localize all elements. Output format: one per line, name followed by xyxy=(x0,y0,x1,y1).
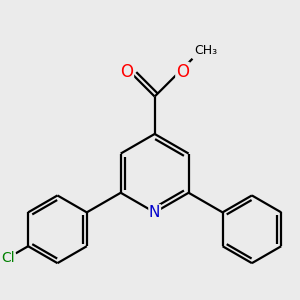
Text: N: N xyxy=(149,205,160,220)
Text: O: O xyxy=(176,63,189,81)
Text: O: O xyxy=(120,63,133,81)
Text: CH₃: CH₃ xyxy=(194,44,218,57)
Text: Cl: Cl xyxy=(1,251,15,265)
